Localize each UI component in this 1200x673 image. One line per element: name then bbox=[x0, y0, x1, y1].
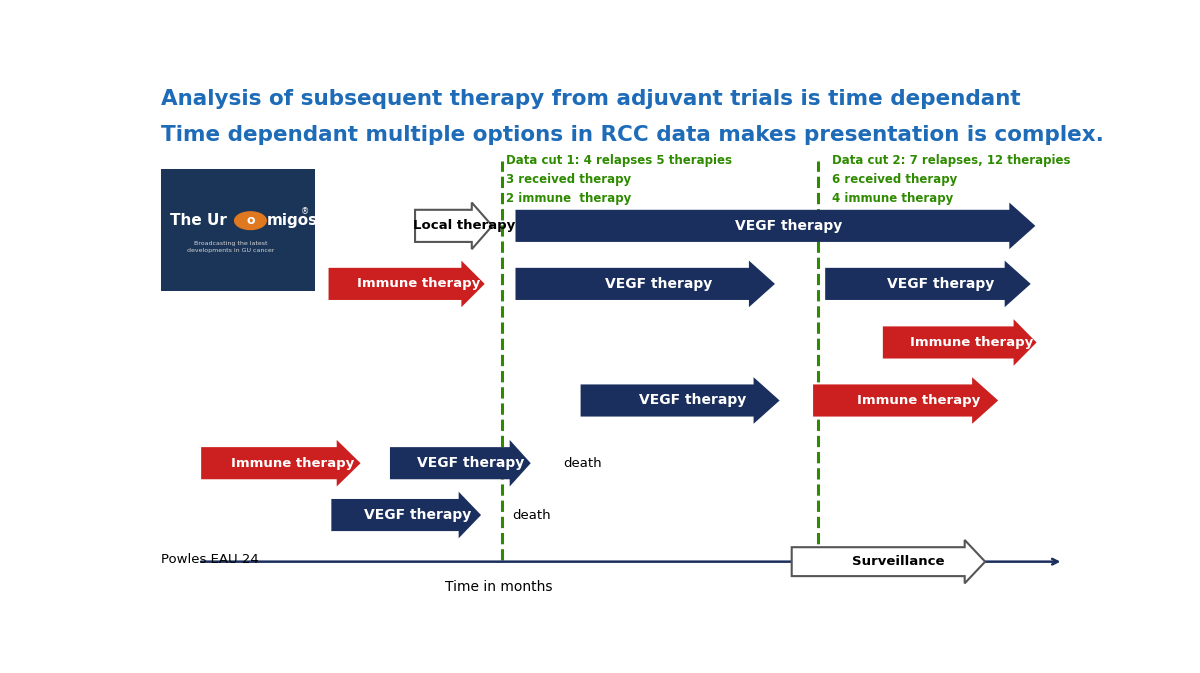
Text: Broadcasting the latest: Broadcasting the latest bbox=[194, 242, 268, 246]
Text: VEGF therapy: VEGF therapy bbox=[364, 508, 470, 522]
Text: Immune therapy: Immune therapy bbox=[857, 394, 980, 407]
Text: Immune therapy: Immune therapy bbox=[910, 336, 1033, 349]
Text: Time dependant multiple options in RCC data makes presentation is complex.: Time dependant multiple options in RCC d… bbox=[161, 125, 1104, 145]
FancyArrow shape bbox=[814, 377, 998, 424]
Text: Analysis of subsequent therapy from adjuvant trials is time dependant: Analysis of subsequent therapy from adju… bbox=[161, 89, 1021, 108]
Text: Surveillance: Surveillance bbox=[852, 555, 944, 568]
Text: VEGF therapy: VEGF therapy bbox=[605, 277, 712, 291]
FancyArrow shape bbox=[792, 540, 985, 583]
FancyArrow shape bbox=[883, 319, 1037, 365]
FancyArrow shape bbox=[390, 440, 530, 487]
Text: Immune therapy: Immune therapy bbox=[232, 457, 354, 470]
Text: death: death bbox=[563, 457, 601, 470]
Text: o: o bbox=[246, 214, 254, 227]
Text: migos: migos bbox=[268, 213, 318, 228]
FancyBboxPatch shape bbox=[161, 169, 314, 291]
Circle shape bbox=[235, 212, 266, 229]
Text: Immune therapy: Immune therapy bbox=[356, 277, 480, 290]
Text: developments in GU cancer: developments in GU cancer bbox=[187, 248, 275, 253]
FancyArrow shape bbox=[202, 440, 360, 487]
Text: VEGF therapy: VEGF therapy bbox=[418, 456, 524, 470]
FancyArrow shape bbox=[415, 203, 492, 249]
Text: VEGF therapy: VEGF therapy bbox=[640, 394, 746, 407]
FancyArrow shape bbox=[581, 377, 780, 424]
FancyArrow shape bbox=[516, 260, 775, 307]
Text: VEGF therapy: VEGF therapy bbox=[734, 219, 842, 233]
Text: ®: ® bbox=[301, 207, 308, 216]
Text: The Ur: The Ur bbox=[170, 213, 227, 228]
FancyArrow shape bbox=[331, 492, 481, 538]
Text: Data cut 2: 7 relapses, 12 therapies
6 received therapy
4 immune therapy: Data cut 2: 7 relapses, 12 therapies 6 r… bbox=[832, 154, 1070, 205]
Text: Local therapy: Local therapy bbox=[413, 219, 515, 232]
Text: VEGF therapy: VEGF therapy bbox=[887, 277, 995, 291]
FancyArrow shape bbox=[516, 203, 1036, 249]
Text: Time in months: Time in months bbox=[445, 579, 552, 594]
FancyArrow shape bbox=[826, 260, 1031, 307]
Text: death: death bbox=[512, 509, 551, 522]
Text: Data cut 1: 4 relapses 5 therapies
3 received therapy
2 immune  therapy: Data cut 1: 4 relapses 5 therapies 3 rec… bbox=[506, 154, 732, 205]
Text: Powles EAU 24: Powles EAU 24 bbox=[161, 553, 259, 565]
FancyArrow shape bbox=[329, 260, 485, 307]
